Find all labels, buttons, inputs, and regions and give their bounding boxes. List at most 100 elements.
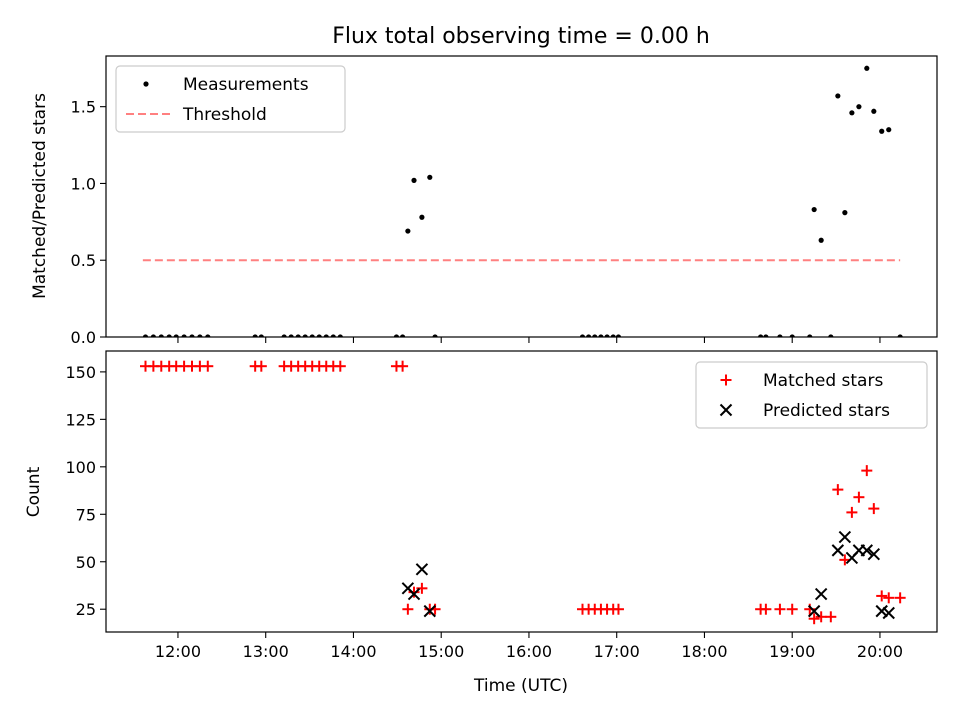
measurement-point (879, 128, 885, 134)
matched-star-point (894, 592, 906, 604)
measurement-point (758, 334, 764, 337)
predicted-star-point (882, 606, 895, 620)
predicted-star-point (423, 604, 437, 618)
measurement-point (842, 210, 848, 216)
predicted-star-point (860, 544, 874, 557)
measurement-point (849, 110, 855, 116)
x-axis-label: Time (UTC) (473, 676, 568, 696)
matched-star-point (255, 360, 267, 372)
bottom-x-tick-label: 16:00 (506, 642, 552, 661)
x-b (407, 587, 421, 601)
measurement-point (405, 228, 411, 234)
measurement-point (393, 334, 400, 337)
x-b (882, 606, 895, 620)
bottom-y-tick-label: 125 (65, 410, 96, 429)
bottom-x-tick-label: 15:00 (418, 642, 464, 661)
measurement-point (252, 334, 258, 337)
predicted-star-point (415, 563, 429, 576)
measurement-point (610, 334, 616, 337)
matched-star-point (846, 506, 858, 518)
measurement-point (427, 174, 433, 180)
measurement-point (777, 334, 783, 337)
measurement-point (295, 334, 301, 337)
measurement-point (811, 206, 817, 213)
measurement-point (181, 334, 187, 337)
legend-label: Matched stars (763, 371, 883, 391)
measurement-point (150, 334, 156, 337)
matched-star-point (202, 360, 214, 372)
x-b (860, 544, 874, 557)
measurement-point (323, 334, 329, 337)
x-b (415, 563, 429, 576)
predicted-star-point (407, 587, 421, 601)
measurement-point (897, 334, 903, 337)
measurement-point (399, 334, 406, 337)
measurement-point (281, 334, 287, 337)
legend-label: Predicted stars (763, 401, 890, 421)
bottom-data-marks (139, 360, 906, 625)
top-plot-frame (105, 55, 938, 338)
measurement-point (604, 334, 610, 337)
measurement-point (615, 334, 622, 337)
matched-star-point (868, 503, 880, 515)
matched-star-point (876, 590, 888, 602)
matched-star-point (416, 582, 428, 594)
measurement-point (411, 177, 417, 183)
predicted-star-point (838, 530, 852, 544)
measurement-point (886, 127, 892, 133)
measurement-point (142, 334, 149, 337)
bottom-y-axis-label: Count (24, 466, 44, 517)
bottom-x-tick-label: 13:00 (243, 642, 289, 661)
bottom-x-tick-label: 20:00 (857, 642, 903, 661)
matched-star-point (397, 360, 409, 372)
measurement-point (818, 237, 824, 243)
x-b (423, 604, 437, 618)
top-y-axis-label: Matched/Predicted stars (30, 93, 50, 299)
measurement-point (166, 334, 172, 337)
bottom-y-tick-label: 75 (76, 505, 96, 524)
bottom-legend-box (695, 361, 928, 429)
measurement-point (789, 334, 795, 337)
bottom-x-tick-label: 14:00 (330, 642, 376, 661)
matched-star-point (760, 603, 772, 615)
predicted-star-point (875, 604, 888, 618)
measurement-point (579, 334, 586, 337)
measurement-point (258, 334, 264, 337)
measurement-point (158, 334, 164, 337)
matched-star-point (839, 554, 851, 566)
bottom-panel: 25 50 75 100 125 150 12:00 13:00 14:00 15:00 16:00… (65, 350, 938, 661)
measurement-point (197, 334, 203, 337)
matched-star-point (774, 603, 786, 615)
matched-star-point (402, 603, 414, 615)
matched-star-point (786, 603, 798, 615)
x-b (867, 547, 881, 561)
measurement-point (288, 334, 294, 337)
top-panel: 0.0 0.5 1.0 1.5 Measurements Threshold (71, 55, 938, 347)
measurement-point (807, 334, 813, 337)
top-legend-box (115, 65, 346, 133)
x-b (838, 530, 852, 544)
bottom-x-tick-label: 17:00 (594, 642, 640, 661)
measurement-point (337, 334, 343, 337)
x-b (814, 587, 828, 601)
bottom-y-tick-label: 25 (76, 600, 96, 619)
matched-star-point (808, 613, 820, 625)
bottom-y-tick-label: 50 (76, 553, 96, 572)
legend-label: Measurements (183, 75, 309, 95)
measurement-point (856, 104, 862, 110)
bottom-legend: Matched stars Predicted stars (695, 361, 928, 429)
legend-label: Threshold (182, 105, 267, 125)
measurement-point (419, 214, 425, 220)
top-y-tick-label: 0.5 (71, 251, 96, 270)
measurement-point (173, 334, 179, 337)
measurement-point (330, 334, 336, 337)
measurement-point (432, 334, 438, 337)
predicted-star-point (807, 604, 821, 618)
measurement-point (598, 334, 604, 337)
matched-star-point (883, 592, 895, 604)
matched-star-point (853, 491, 865, 503)
top-y-tick-label: 0.0 (71, 328, 96, 347)
predicted-star-point (831, 544, 845, 557)
measurement-point (302, 334, 308, 337)
measurement-point (763, 334, 769, 337)
